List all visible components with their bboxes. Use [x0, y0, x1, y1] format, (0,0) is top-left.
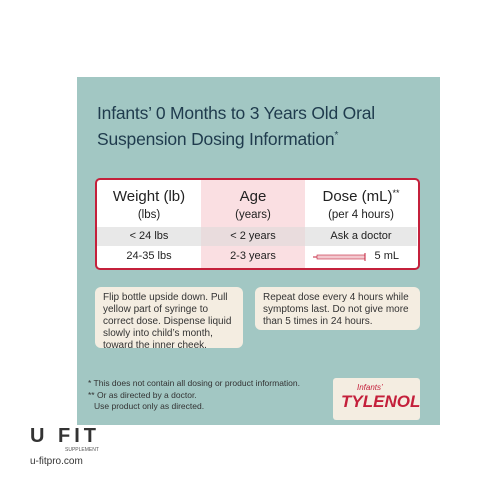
cell: 2-3 years	[230, 250, 276, 262]
title-mark: *	[334, 129, 339, 141]
title-text: Suspension Dosing Information	[97, 129, 335, 149]
footnote: Use product only as directed.	[94, 401, 205, 411]
brand-name: TYLENOL	[341, 392, 421, 411]
cell: 24-35 lbs	[126, 250, 172, 262]
title-line: Suspension Dosing Information*	[97, 129, 338, 150]
subheader: (years)	[235, 209, 271, 221]
brand-box: Infants’ TYLENOL	[333, 378, 420, 420]
column: Weight (lb) (lbs) < 24 lbs 24-35 lbs	[97, 180, 201, 268]
cell: 5 mL	[374, 250, 399, 262]
cell: < 2 years	[201, 227, 305, 246]
title-line: Infants’ 0 Months to 3 Years Old Oral	[97, 103, 375, 123]
dosing-table: Weight (lb) (lbs) < 24 lbs 24-35 lbs Age…	[95, 178, 420, 270]
column: Age (years) < 2 years 2-3 years	[201, 180, 305, 268]
header-mark: **	[392, 188, 400, 198]
header: Age	[239, 188, 267, 205]
brand-small: Infants’	[357, 383, 383, 392]
cell: < 24 lbs	[97, 227, 201, 246]
note: Flip bottle upside down. Pull yellow par…	[95, 287, 243, 351]
footnote: ** Or as directed by a doctor.	[88, 390, 197, 400]
footnote: * This does not contain all dosing or pr…	[88, 378, 300, 388]
header: Weight (lb)	[112, 188, 186, 205]
watermark-tagline: SUPPLEMENT	[65, 447, 99, 453]
watermark-logo: U FIT	[30, 425, 100, 447]
column: Dose (mL)** (per 4 hours) Ask a doctor 5…	[305, 180, 417, 268]
subheader: (per 4 hours)	[328, 209, 394, 221]
subheader: (lbs)	[137, 209, 161, 221]
syringe-icon	[313, 253, 366, 261]
watermark-url: u-fitpro.com	[30, 456, 83, 467]
header: Dose (mL)**	[305, 188, 417, 205]
header-text: Dose (mL)	[322, 188, 393, 205]
note: Repeat dose every 4 hours while symptoms…	[255, 287, 420, 330]
cell: Ask a doctor	[305, 227, 417, 246]
